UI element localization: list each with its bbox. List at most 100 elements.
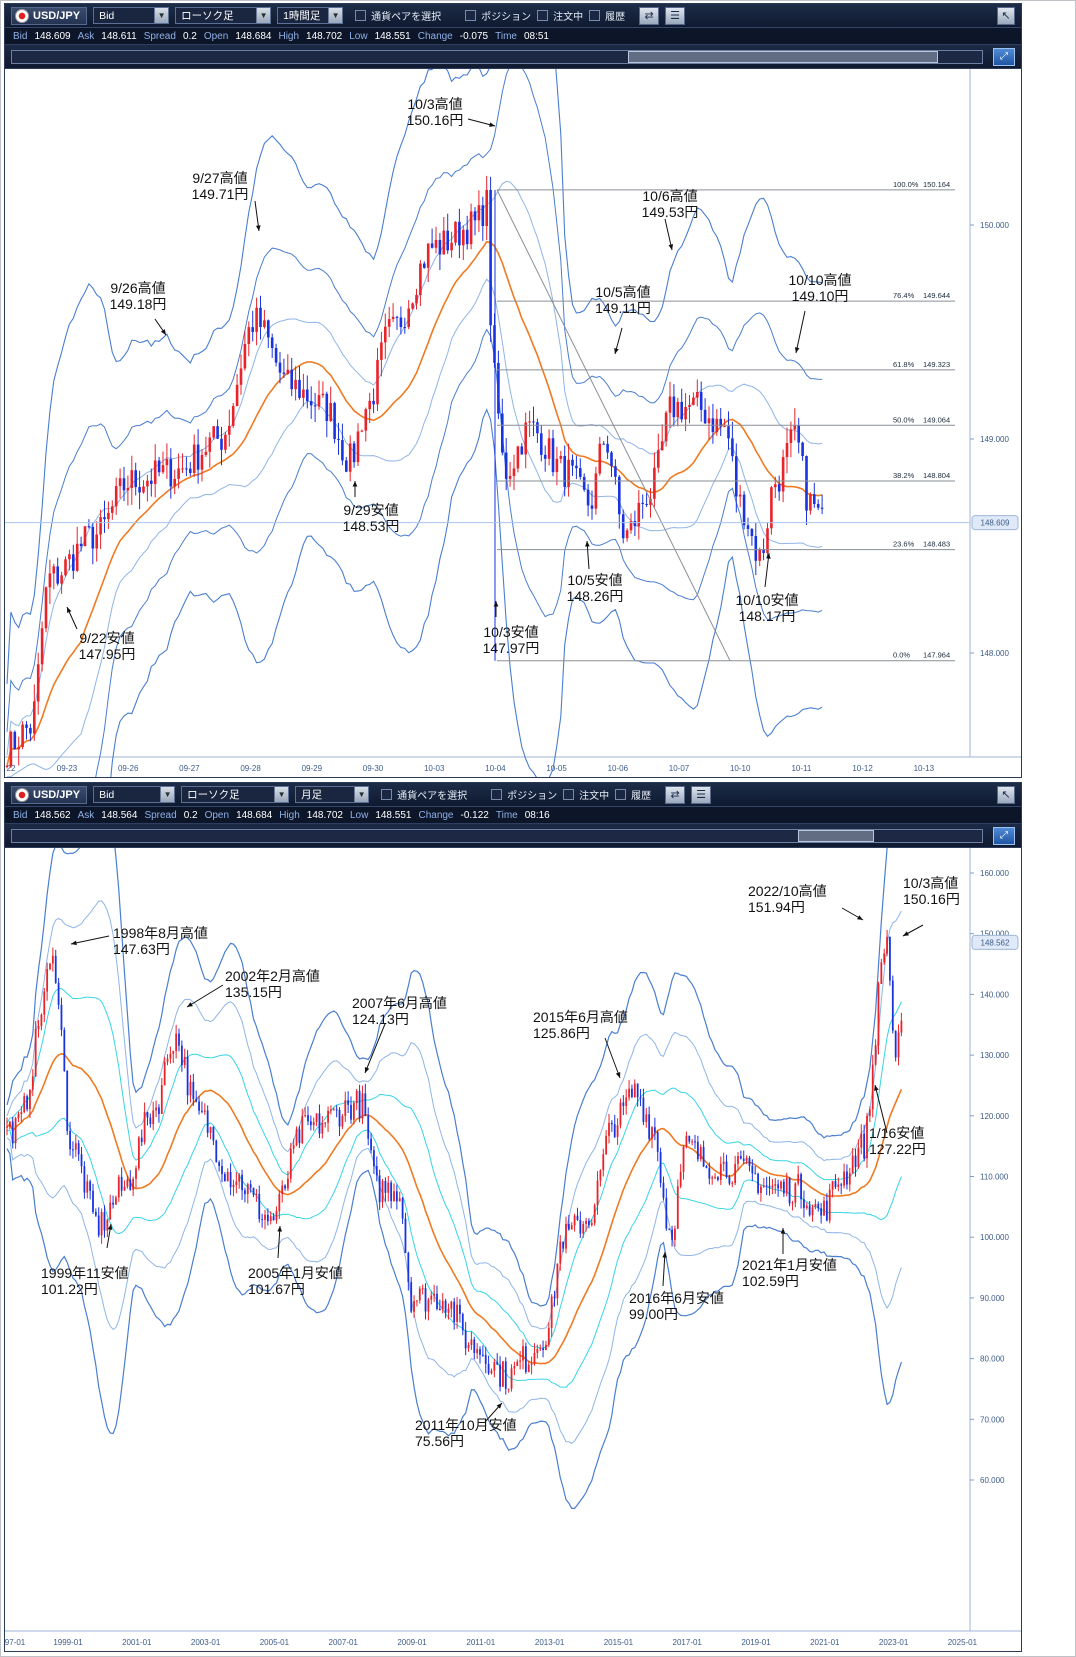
checkbox-box[interactable]: [537, 10, 549, 21]
candle-body: [524, 1346, 527, 1372]
candle-body: [585, 1220, 587, 1224]
candle-body: [817, 1203, 820, 1209]
candle-body: [871, 1064, 874, 1110]
candle-body: [413, 1301, 415, 1312]
checkbox-box[interactable]: [355, 10, 367, 21]
fib-level-percent: 23.6%: [893, 540, 915, 549]
monthly-chart-area[interactable]: 160.000 150.000 140.000 130.000 120.000 110.0…: [5, 848, 1021, 1651]
candle-body: [166, 1058, 169, 1062]
candle-body: [714, 1177, 716, 1179]
price-side-select[interactable]: Bid ▼: [93, 7, 170, 24]
position-label: ポジション: [481, 12, 532, 23]
timeframe-select[interactable]: 1時間足 ▼: [277, 7, 344, 24]
candle-body: [433, 1293, 436, 1296]
navigator-window[interactable]: [628, 50, 938, 63]
candle-body: [192, 1081, 195, 1100]
candle-body: [805, 456, 808, 511]
timeframe-select[interactable]: 月足 ▼: [295, 786, 370, 803]
hourly-chart-area[interactable]: 150.000 149.000 148.000 22 09-23 09-26 09-27 09…: [5, 69, 1021, 777]
ann-0927-high-title: 9/27高値: [192, 170, 247, 186]
candle-body: [711, 1177, 714, 1179]
candle-body: [436, 1293, 438, 1309]
candle-body: [781, 457, 785, 492]
position-checkbox[interactable]: ポジション: [491, 787, 557, 802]
ann-1010-high-title: 10/10高値: [788, 272, 851, 288]
candle-body: [559, 455, 563, 459]
candle-body: [684, 406, 687, 420]
candle-body: [814, 1203, 817, 1208]
quote-bar: Bid 148.609 Ask 148.611 Spread 0.2 Open 148.…: [5, 28, 1021, 45]
select-pair-checkbox[interactable]: 通貨ペアを選択: [381, 787, 467, 802]
expand-button[interactable]: ↖: [997, 785, 1015, 804]
us-jp-flag-icon: [15, 787, 29, 802]
candle-body: [212, 1127, 215, 1141]
candle-body: [20, 1112, 23, 1115]
position-checkbox[interactable]: ポジション: [465, 8, 531, 23]
x-tick-label: 10-04: [485, 764, 506, 773]
checkbox-box[interactable]: [589, 10, 601, 21]
candle-body: [746, 525, 750, 529]
orders-checkbox[interactable]: 注文中: [563, 787, 609, 802]
price-side-select[interactable]: Bid ▼: [93, 786, 176, 803]
indicator-list-button[interactable]: ☰: [691, 785, 712, 804]
candle-body: [547, 438, 551, 459]
currency-pair-button[interactable]: USD/JPY: [11, 785, 88, 804]
chart-type-select[interactable]: ローソク足 ▼: [175, 7, 272, 24]
chart-settings-button[interactable]: ⇄: [639, 6, 660, 25]
ann-1005-high-arrowhead: [614, 348, 619, 354]
navigator-scrollbar[interactable]: [11, 49, 983, 64]
zoom-button[interactable]: ⤢: [993, 826, 1015, 845]
candle-body: [384, 1180, 387, 1193]
candle-body: [800, 1174, 802, 1200]
checkbox-box[interactable]: [491, 789, 503, 800]
ann-0929-low-value: 148.53円: [343, 518, 400, 534]
candle-body: [507, 1388, 510, 1390]
candle-body: [536, 422, 539, 434]
candle-body: [477, 205, 481, 221]
chart-type-select[interactable]: ローソク足 ▼: [181, 786, 290, 803]
checkbox-box[interactable]: [465, 10, 477, 21]
checkbox-box[interactable]: [615, 789, 627, 800]
chart-settings-icon: ⇄: [670, 789, 680, 801]
candle-body: [539, 1348, 542, 1350]
orders-checkbox[interactable]: 注文中: [537, 8, 583, 23]
checkbox-box[interactable]: [563, 789, 575, 800]
candle-body: [504, 1361, 507, 1389]
candle-body: [306, 389, 309, 402]
select-pair-checkbox[interactable]: 通貨ペアを選択: [355, 8, 441, 23]
ann-0116-low-arrowhead: [874, 1085, 879, 1091]
candle-body: [777, 484, 781, 492]
bollinger-2sigma-upper: [6, 69, 823, 732]
expand-button[interactable]: ↖: [997, 6, 1015, 25]
candle-body: [745, 1157, 748, 1161]
currency-pair-button[interactable]: USD/JPY: [11, 6, 88, 25]
candle-body: [29, 727, 32, 734]
zoom-button[interactable]: ⤢: [993, 47, 1015, 66]
history-checkbox[interactable]: 履歴: [589, 8, 625, 23]
checkbox-box[interactable]: [381, 789, 393, 800]
candle-body: [863, 1133, 866, 1159]
fib-level-price: 149.064: [923, 415, 950, 424]
candle-body: [723, 426, 726, 428]
chart-settings-button[interactable]: ⇄: [665, 785, 686, 804]
candle-body: [453, 1301, 456, 1322]
candle-body: [751, 1165, 754, 1174]
candle-body: [318, 1113, 321, 1134]
navigator-window[interactable]: [798, 829, 874, 842]
candle-body: [797, 424, 800, 443]
history-checkbox[interactable]: 履歴: [615, 787, 651, 802]
candle-body: [596, 1180, 599, 1206]
candle-body: [64, 559, 67, 576]
fib-level-price: 149.323: [923, 360, 950, 369]
candle-body: [212, 426, 215, 438]
high-value: 148.702: [306, 809, 343, 821]
ann-0929-low-arrowhead: [352, 481, 358, 487]
fib-level-percent: 38.2%: [893, 471, 915, 480]
navigator-scrollbar[interactable]: [11, 828, 983, 843]
indicator-list-button[interactable]: ☰: [665, 6, 686, 25]
candle-body: [699, 1147, 702, 1160]
ann-1006-high-value: 149.53円: [642, 204, 699, 220]
candle-body: [553, 1296, 556, 1299]
candle-body: [298, 379, 301, 398]
candle-body: [46, 969, 49, 992]
